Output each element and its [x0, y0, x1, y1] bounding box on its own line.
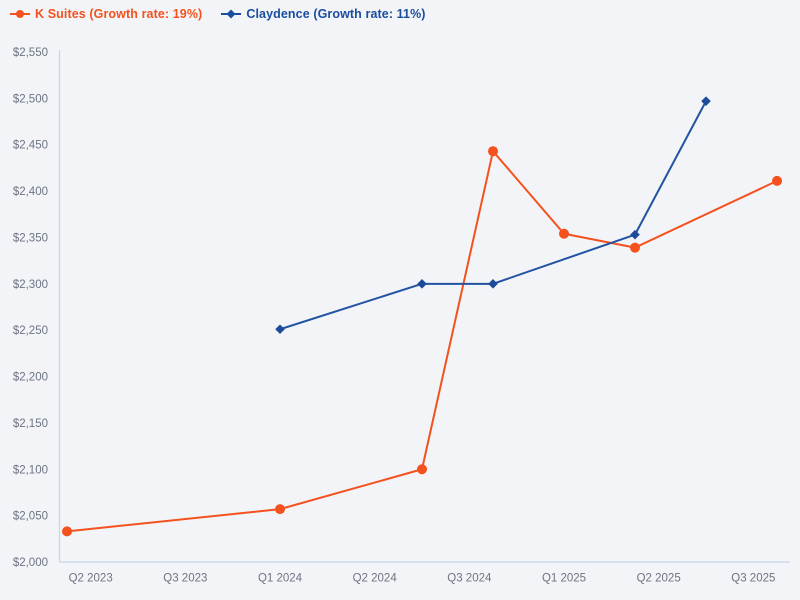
data-point-marker: [630, 229, 640, 240]
y-axis-tick-label: $2,550: [13, 47, 48, 59]
x-axis-tick-label: Q1 2024: [258, 573, 303, 585]
x-axis-tick-label: Q2 2025: [637, 573, 681, 585]
y-axis-tick-label: $2,400: [13, 186, 48, 198]
x-axis-tick-label: Q2 2023: [69, 573, 113, 585]
data-point-marker: [417, 464, 428, 475]
data-point-marker: [630, 242, 641, 253]
data-point-marker: [275, 504, 286, 515]
x-axis-tick-label: Q3 2023: [163, 573, 207, 585]
y-axis-tick-label: $2,050: [13, 511, 48, 523]
data-point-marker: [488, 146, 499, 157]
data-point-marker: [488, 279, 498, 289]
series-line-claydence: [279, 100, 708, 331]
y-axis-tick-label: $2,350: [13, 232, 48, 244]
y-axis-tick-label: $2,500: [13, 93, 48, 105]
x-axis-tick-label: Q3 2024: [447, 573, 492, 585]
line-diamond-marker-icon: [221, 9, 242, 19]
legend-label-k-suites: K Suites (Growth rate: 19%): [35, 7, 203, 21]
y-axis-tick-label: $2,200: [13, 372, 48, 384]
data-point-marker: [417, 279, 427, 289]
x-axis-tick-label: Q2 2024: [353, 573, 398, 585]
data-point-marker: [62, 526, 72, 537]
data-point-marker: [701, 96, 711, 106]
legend-item-k-suites[interactable]: K Suites (Growth rate: 19%): [10, 7, 202, 21]
chart-legend: K Suites (Growth rate: 19%) Claydence (G…: [10, 7, 426, 21]
y-axis-tick-label: $2,150: [13, 418, 48, 430]
x-axis-tick-label: Q3 2025: [731, 573, 775, 585]
line-circle-marker-icon: [10, 10, 30, 18]
y-axis-tick-label: $2,450: [13, 140, 48, 152]
data-point-marker: [772, 175, 783, 186]
y-axis-tick-label: $2,250: [13, 325, 48, 337]
y-axis-tick-label: $2,300: [13, 279, 48, 291]
y-axis-tick-label: $2,100: [13, 464, 48, 476]
legend-label-claydence: Claydence (Growth rate: 11%): [246, 7, 426, 21]
x-axis-tick-label: Q1 2025: [542, 573, 586, 585]
data-point-marker: [275, 324, 285, 335]
y-axis-tick-label: $2,000: [13, 557, 48, 569]
legend-item-claydence[interactable]: Claydence (Growth rate: 11%): [221, 7, 425, 21]
series-line-k-suites: [66, 150, 779, 533]
data-point-marker: [559, 228, 570, 239]
